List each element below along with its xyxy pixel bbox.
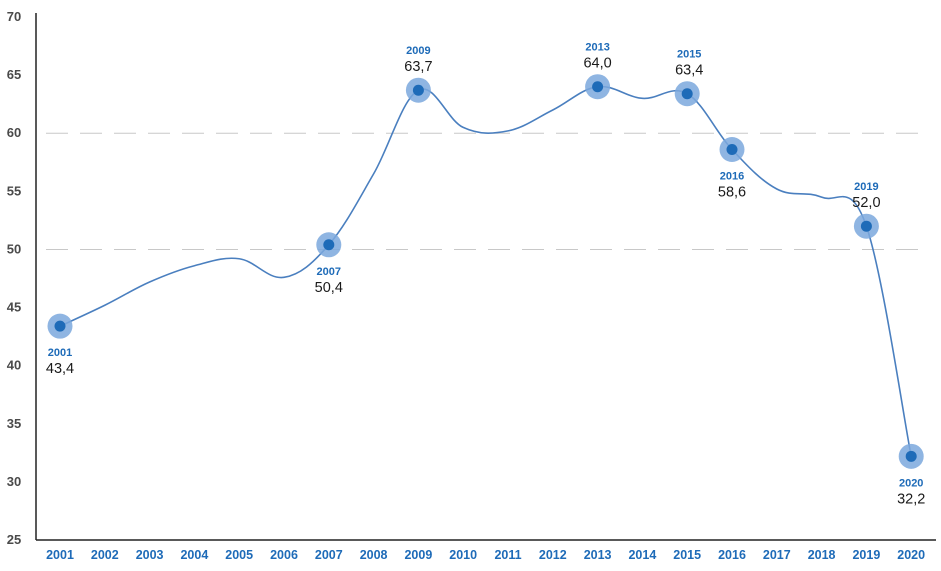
marker-point-2020 (905, 450, 917, 462)
x-tick-label: 2010 (449, 548, 477, 562)
y-tick-label: 30 (7, 474, 21, 489)
x-tick-labels: 2001 2002 2003 2004 2005 2006 2007 2008 2009 2010… (46, 548, 925, 562)
x-tick-label: 2009 (404, 548, 432, 562)
x-tick-label: 2004 (180, 548, 208, 562)
series-line (59, 85, 912, 457)
y-tick-label: 65 (7, 67, 21, 82)
x-tick-label: 2016 (718, 548, 746, 562)
callout-year-2009: 2009 (406, 45, 430, 57)
marker-point-2001 (54, 320, 66, 332)
callout-year-2016: 2016 (720, 170, 744, 182)
marker-point-2009 (412, 84, 424, 96)
x-tick-label: 2003 (136, 548, 164, 562)
y-tick-label: 35 (7, 416, 21, 431)
x-tick-label: 2006 (270, 548, 298, 562)
x-tick-label: 2020 (897, 548, 925, 562)
x-tick-label: 2001 (46, 548, 74, 562)
y-tick-label: 25 (7, 532, 21, 547)
x-tick-label: 2014 (628, 548, 656, 562)
x-tick-label: 2013 (584, 548, 612, 562)
x-tick-label: 2015 (673, 548, 701, 562)
y-tick-labels: 25 30 35 40 45 50 55 60 65 70 (7, 9, 21, 547)
y-tick-label: 55 (7, 183, 21, 198)
y-tick-label: 70 (7, 9, 21, 24)
marker-point-2016 (726, 143, 738, 155)
y-tick-label: 50 (7, 241, 21, 256)
marker-point-2019 (860, 220, 872, 232)
x-tick-label: 2011 (494, 548, 521, 562)
callout-value-2009: 63,7 (404, 59, 432, 75)
callout-value-2001: 43,4 (46, 361, 74, 377)
callout-value-2007: 50,4 (315, 280, 343, 296)
marker-point-2007 (323, 239, 335, 251)
x-tick-label: 2005 (225, 548, 253, 562)
marker-point-2015 (681, 88, 693, 100)
x-tick-label: 2018 (808, 548, 836, 562)
y-tick-label: 45 (7, 300, 21, 315)
x-tick-label: 2002 (91, 548, 119, 562)
callout-value-2015: 63,4 (675, 63, 703, 79)
callout-year-2015: 2015 (677, 49, 701, 61)
x-tick-label: 2008 (360, 548, 388, 562)
callout-value-2016: 58,6 (718, 184, 746, 200)
marker-point-2013 (592, 81, 604, 93)
y-tick-label: 40 (7, 358, 21, 373)
data-points (47, 74, 924, 469)
callout-year-2007: 2007 (317, 266, 341, 278)
callout-value-2019: 52,0 (852, 195, 880, 211)
callout-value-2020: 32,2 (897, 491, 925, 507)
callout-value-2013: 64,0 (583, 56, 611, 72)
gridlines (46, 132, 926, 250)
callout-year-2001: 2001 (48, 347, 72, 359)
series-line-group (59, 85, 912, 457)
x-tick-label: 2017 (763, 548, 791, 562)
x-tick-label: 2019 (852, 548, 880, 562)
callout-year-2013: 2013 (585, 42, 609, 54)
callout-year-2019: 2019 (854, 181, 878, 193)
callout-year-2020: 2020 (899, 477, 923, 489)
y-tick-label: 60 (7, 125, 21, 140)
data-callouts: 2001 43,4 2007 50,4 2009 63,7 2013 64,0 2015 63,4… (46, 42, 925, 508)
x-tick-label: 2012 (539, 548, 567, 562)
axes (35, 13, 936, 541)
x-tick-label: 2007 (315, 548, 343, 562)
